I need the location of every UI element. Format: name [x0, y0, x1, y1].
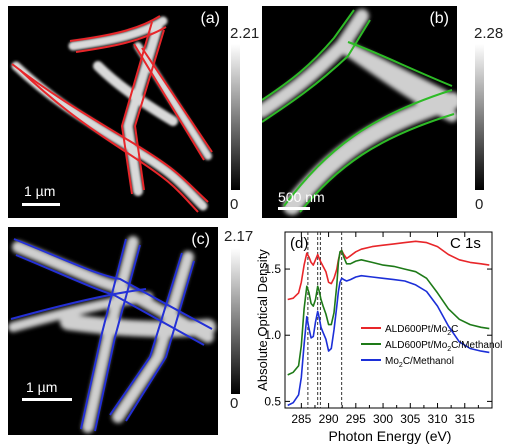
legend-label-3: Mo2C/Methanol	[385, 356, 454, 369]
afm-image-a: (a) 1 µm	[8, 6, 228, 218]
series-line-2	[287, 249, 490, 376]
scale-bar-c	[22, 398, 72, 401]
series-line-3	[287, 274, 490, 407]
chart-panel-label: (d)	[290, 235, 308, 252]
colorbar-min-a: 0	[230, 196, 239, 213]
scale-label-c: 1 µm	[26, 379, 58, 395]
x-tick-label: 305	[400, 412, 420, 426]
edge-annotation: C 1s	[450, 235, 481, 252]
y-tick-label: 0.5	[264, 394, 281, 408]
x-tick-label: 310	[428, 412, 448, 426]
scale-label-b: 500 nm	[278, 189, 325, 205]
afm-image-c: (c) 1 µm	[8, 227, 218, 435]
legend-label-1: ALD600Pt/Mo2C	[385, 324, 458, 337]
colorbar-b	[475, 44, 484, 190]
legend-label-2: ALD600Pt/Mo2C/Methanol	[385, 340, 502, 353]
y-tick-label: 1.5	[264, 262, 281, 276]
x-tick-label: 315	[455, 412, 475, 426]
plot-frame	[284, 231, 493, 409]
x-tick-label: 300	[373, 412, 393, 426]
x-tick-label: 295	[346, 412, 366, 426]
colorbar-min-c: 0	[230, 395, 239, 412]
panel-label-a: (a)	[200, 10, 220, 27]
colorbar-min-b: 0	[475, 196, 484, 213]
panel-label-b: (b)	[429, 10, 449, 27]
y-tick-label: 1.0	[264, 328, 281, 342]
colorbar-max-b: 2.28	[474, 25, 504, 42]
scale-label-a: 1 µm	[24, 183, 56, 199]
x-axis-label: Photon Energy (eV)	[329, 428, 452, 444]
x-tick-label: 285	[291, 412, 311, 426]
colorbar-c	[231, 248, 240, 394]
afm-image-b: (b) 500 nm	[262, 6, 457, 218]
scale-bar-a	[22, 203, 60, 206]
fiber-outline-c	[8, 236, 216, 433]
y-axis-label: Absolute Optical Density	[255, 249, 270, 391]
colorbar-max-a: 2.21	[230, 25, 260, 42]
x-tick-label: 290	[319, 412, 339, 426]
fiber-outline-a	[11, 15, 213, 213]
colorbar-max-c: 2.17	[224, 228, 254, 245]
colorbar-a	[231, 44, 240, 190]
fiber-outline-b	[262, 9, 457, 215]
scale-bar-b	[278, 207, 310, 210]
panel-label-c: (c)	[191, 231, 210, 248]
